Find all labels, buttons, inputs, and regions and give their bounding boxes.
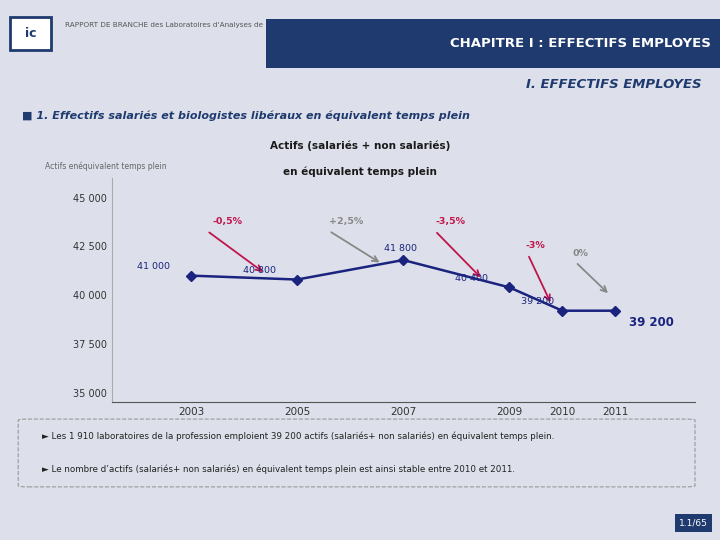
Text: en équivalent temps plein: en équivalent temps plein [283,167,437,177]
Text: 40 400: 40 400 [455,274,488,283]
Text: 40 800: 40 800 [243,266,276,275]
Text: ic: ic [25,27,36,40]
Text: +2,5%: +2,5% [329,217,363,226]
Text: RAPPORT DE BRANCHE des Laboratoires d'Analyses de Biologie Médicale: RAPPORT DE BRANCHE des Laboratoires d'An… [65,21,328,28]
Text: ► Le nombre d’actifs (salariés+ non salariés) en équivalent temps plein est ains: ► Le nombre d’actifs (salariés+ non sala… [42,464,515,474]
Text: 1.1/65: 1.1/65 [679,518,708,528]
Text: -3%: -3% [525,241,545,251]
Bar [266,19,720,68]
Text: I. EFFECTIFS EMPLOYES: I. EFFECTIFS EMPLOYES [526,78,702,91]
Text: -0,5%: -0,5% [212,217,243,226]
Text: 39 200: 39 200 [629,315,673,328]
Text: ► Les 1 910 laboratoires de la profession emploient 39 200 actifs (salariés+ non: ► Les 1 910 laboratoires de la professio… [42,431,554,441]
Text: ■ 1. Effectifs salariés et biologistes libéraux en équivalent temps plein: ■ 1. Effectifs salariés et biologistes l… [22,110,469,121]
Text: -3,5%: -3,5% [435,217,465,226]
Text: Actifs enéquivalent temps plein: Actifs enéquivalent temps plein [45,162,166,172]
Bar [9,17,50,50]
Text: 41 000: 41 000 [137,262,170,271]
Text: 41 800: 41 800 [384,244,417,253]
Text: 39 200: 39 200 [521,298,554,306]
Text: CHAPITRE I : EFFECTIFS EMPLOYES: CHAPITRE I : EFFECTIFS EMPLOYES [451,37,711,50]
Text: 0%: 0% [573,249,589,258]
FancyBboxPatch shape [18,419,695,487]
Text: Actifs (salariés + non salariés): Actifs (salariés + non salariés) [270,141,450,151]
